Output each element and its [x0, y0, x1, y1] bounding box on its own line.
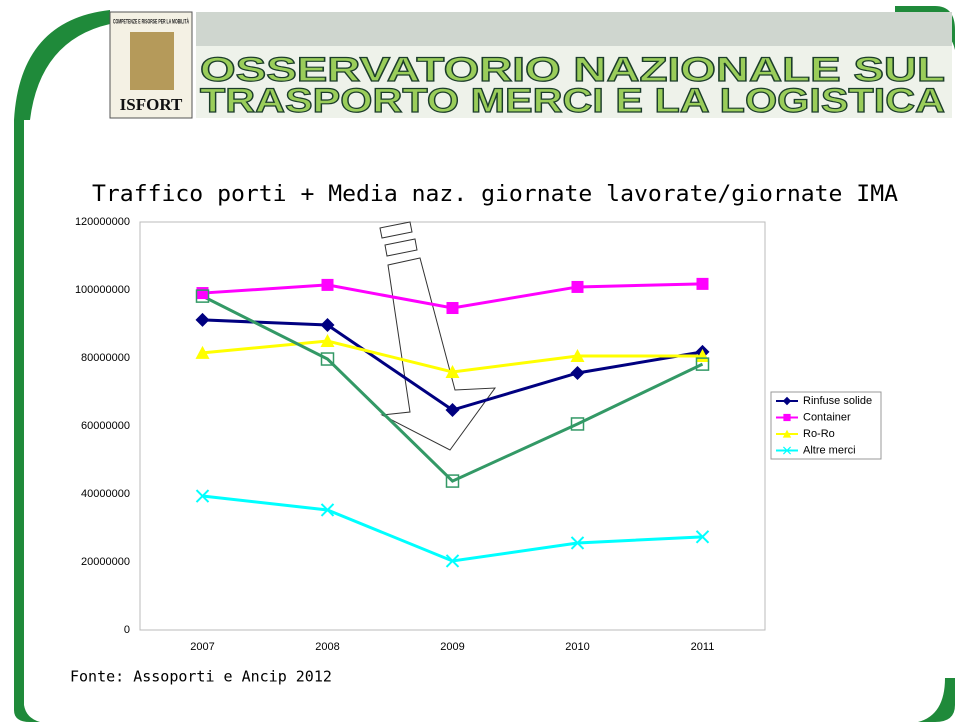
legend-label: Ro-Ro: [803, 428, 835, 440]
legend-marker: [782, 429, 792, 438]
y-tick-label: 80000000: [81, 352, 130, 364]
x-tick-label: 2007: [190, 641, 214, 653]
y-tick-label: 0: [124, 624, 130, 636]
x-tick-label: 2009: [440, 641, 464, 653]
y-tick-label: 120000000: [75, 216, 130, 228]
banner-line: TRASPORTO MERCI E LA LOGISTICA: [200, 82, 945, 120]
banner-photo: [196, 12, 952, 46]
legend-marker: [782, 396, 792, 406]
x-tick-label: 2011: [691, 641, 715, 653]
data-point: [695, 357, 710, 371]
x-tick-label: 2008: [315, 641, 339, 653]
arrow-drawing: [379, 221, 497, 451]
data-point: [195, 289, 210, 303]
data-point: [570, 417, 585, 431]
series-line: [202, 494, 703, 563]
data-point: [445, 364, 460, 378]
legend-marker: [782, 446, 792, 455]
legend-label: Rinfuse solide: [803, 395, 872, 407]
y-tick-label: 20000000: [81, 556, 130, 568]
chart-title: Traffico porti + Media naz. giornate lav…: [92, 182, 898, 207]
legend-marker: [783, 413, 791, 422]
frame-corner: [14, 10, 110, 120]
data-point: [695, 530, 710, 544]
banner-line: OSSERVATORIO NAZIONALE SUL: [200, 51, 945, 89]
plot-area: [139, 221, 766, 631]
data-point: [445, 403, 460, 418]
data-point: [321, 278, 334, 291]
data-point: [196, 287, 209, 300]
legend-label: Container: [803, 411, 851, 423]
data-point: [195, 489, 210, 503]
banner: [196, 46, 952, 118]
y-tick-label: 40000000: [81, 488, 130, 500]
x-tick-label: 2010: [565, 641, 589, 653]
data-point: [571, 280, 584, 293]
data-point: [570, 536, 585, 550]
data-point: [320, 352, 335, 366]
data-point: [696, 277, 709, 290]
legend-label: Altre merci: [803, 444, 856, 456]
data-point: [195, 312, 210, 327]
source-note: Fonte: Assoporti e Ancip 2012: [70, 668, 332, 686]
y-tick-label: 60000000: [81, 420, 130, 432]
data-point: [446, 302, 459, 315]
frame-corner: [918, 678, 955, 722]
data-point: [320, 318, 335, 333]
data-point: [320, 334, 335, 347]
y-tick-label: 100000000: [75, 284, 130, 296]
logo-motto: COMPETENZE E RISORSE PER LA MOBILITÀ: [113, 19, 189, 26]
logo-emblem: [130, 32, 174, 90]
logo-text: ISFORT: [120, 95, 183, 114]
series-line: [201, 294, 704, 483]
data-point: [570, 365, 585, 380]
data-point: [195, 345, 210, 359]
frame-corner: [14, 120, 40, 722]
data-point: [445, 554, 460, 568]
data-point: [570, 348, 585, 362]
data-point: [445, 474, 460, 488]
data-point: [320, 503, 335, 517]
